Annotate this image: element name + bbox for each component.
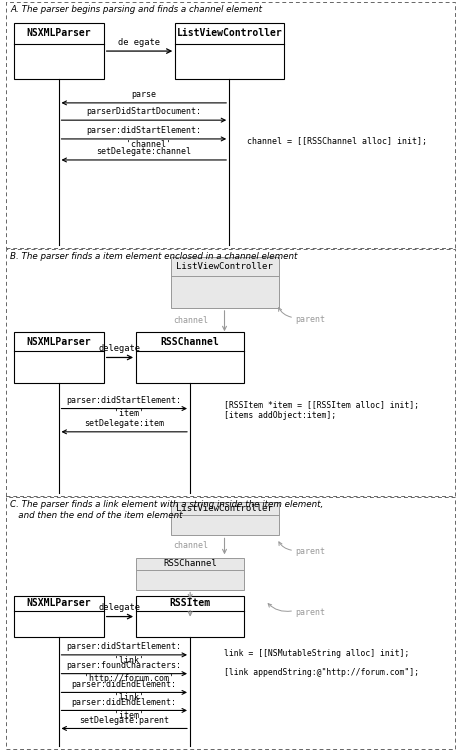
Text: [link appendString:@"http://forum.com"];: [link appendString:@"http://forum.com"]; bbox=[224, 668, 419, 677]
Text: parse: parse bbox=[131, 90, 156, 99]
Bar bbox=[6, 249, 455, 496]
Bar bbox=[171, 502, 279, 535]
Text: RSSChannel: RSSChannel bbox=[161, 336, 219, 347]
Text: link = [[NSMutableString alloc] init];: link = [[NSMutableString alloc] init]; bbox=[224, 649, 409, 658]
Bar bbox=[14, 596, 104, 637]
Bar bbox=[218, 596, 231, 608]
Text: ListViewController: ListViewController bbox=[177, 504, 273, 513]
Text: 'item': 'item' bbox=[104, 711, 144, 720]
Text: parser:didEndElement:: parser:didEndElement: bbox=[72, 680, 177, 689]
Text: parser:didStartElement:: parser:didStartElement: bbox=[67, 642, 182, 651]
Bar bbox=[136, 596, 244, 637]
Text: A. The parser begins parsing and finds a channel element: A. The parser begins parsing and finds a… bbox=[10, 5, 262, 14]
Text: delegate: delegate bbox=[99, 603, 141, 612]
Text: 'item': 'item' bbox=[104, 409, 144, 418]
Text: parent: parent bbox=[295, 608, 325, 617]
Text: ListViewController: ListViewController bbox=[177, 262, 273, 271]
Bar bbox=[175, 23, 284, 79]
Text: delegate: delegate bbox=[99, 344, 141, 353]
Bar bbox=[136, 558, 244, 590]
Text: parser:didStartElement:: parser:didStartElement: bbox=[67, 396, 182, 405]
Text: parser:didStartElement:: parser:didStartElement: bbox=[86, 126, 201, 135]
Bar bbox=[171, 257, 279, 308]
Text: channel: channel bbox=[173, 541, 208, 550]
Text: setDelegate:channel: setDelegate:channel bbox=[96, 147, 191, 156]
Text: NSXMLParser: NSXMLParser bbox=[26, 599, 91, 608]
Text: parserDidStartDocument:: parserDidStartDocument: bbox=[86, 107, 201, 116]
Text: 'link': 'link' bbox=[104, 693, 144, 702]
Text: [RSSItem *item = [[RSSItem alloc] init];: [RSSItem *item = [[RSSItem alloc] init]; bbox=[224, 401, 419, 410]
Text: channel = [[RSSChannel alloc] init];: channel = [[RSSChannel alloc] init]; bbox=[247, 137, 426, 146]
Text: 'http://forum.com': 'http://forum.com' bbox=[74, 674, 174, 683]
Text: [items addObject:item];: [items addObject:item]; bbox=[224, 411, 336, 420]
Bar bbox=[6, 497, 455, 749]
Text: 'link': 'link' bbox=[104, 656, 144, 665]
Text: 'channel': 'channel' bbox=[116, 140, 171, 149]
Text: B. The parser finds a item element enclosed in a channel element: B. The parser finds a item element enclo… bbox=[10, 252, 297, 261]
Text: setDelegate:item: setDelegate:item bbox=[84, 419, 164, 428]
Text: NSXMLParser: NSXMLParser bbox=[26, 29, 91, 38]
Bar bbox=[14, 23, 104, 79]
Text: ListViewController: ListViewController bbox=[177, 29, 282, 38]
Text: parser:didEndElement:: parser:didEndElement: bbox=[72, 698, 177, 707]
Text: C. The parser finds a link element with a string inside the item element,
   and: C. The parser finds a link element with … bbox=[10, 500, 324, 520]
Text: parser:foundCharacters:: parser:foundCharacters: bbox=[67, 661, 182, 670]
Text: NSXMLParser: NSXMLParser bbox=[26, 336, 91, 347]
Text: parent: parent bbox=[295, 315, 325, 324]
Bar bbox=[14, 332, 104, 383]
Text: RSSChannel: RSSChannel bbox=[163, 559, 217, 569]
Text: channel: channel bbox=[173, 316, 208, 325]
Text: RSSItem: RSSItem bbox=[170, 599, 211, 608]
Text: setDelegate:parent: setDelegate:parent bbox=[79, 716, 169, 725]
Text: parent: parent bbox=[295, 547, 325, 556]
Bar bbox=[6, 2, 455, 248]
Bar bbox=[136, 332, 244, 383]
Text: de egate: de egate bbox=[118, 38, 160, 47]
